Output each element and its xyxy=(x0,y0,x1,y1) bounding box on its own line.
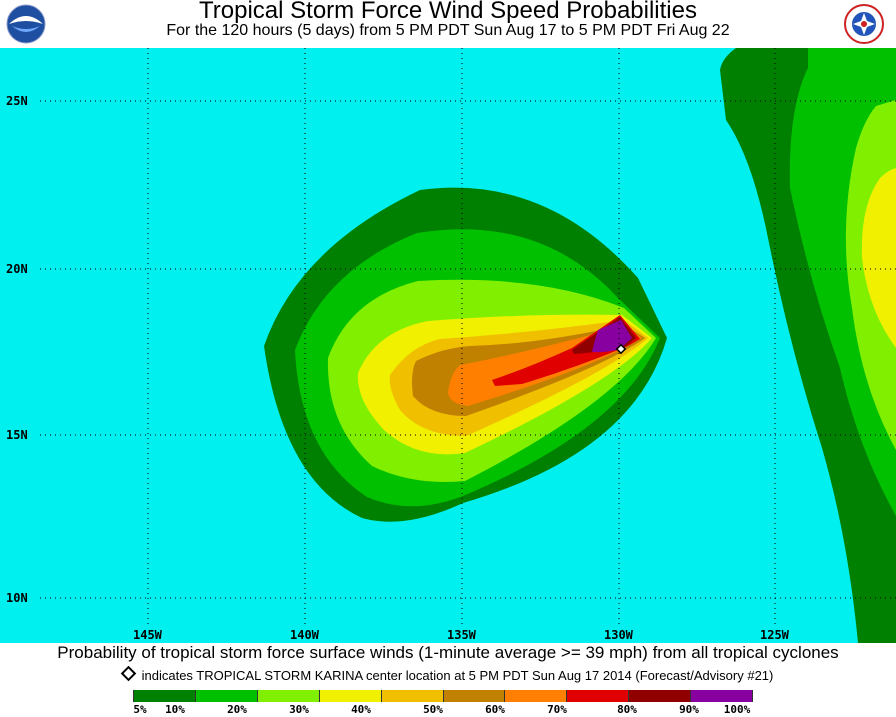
probability-legend xyxy=(133,690,754,702)
probability-map: 25N 20N 15N 10N 145W 140W 135W 130W 125W xyxy=(0,48,896,643)
storm-probability-field xyxy=(264,187,667,522)
lat-label-10n: 10N xyxy=(6,591,28,605)
legend-label: 30% xyxy=(289,703,309,716)
lon-label-125w: 125W xyxy=(760,628,790,642)
diamond-icon xyxy=(120,665,136,682)
legend-label: 20% xyxy=(227,703,247,716)
legend-label: 60% xyxy=(485,703,505,716)
legend-swatch xyxy=(443,690,506,702)
noaa-logo: NOAA xyxy=(6,4,46,44)
lon-label-130w: 130W xyxy=(604,628,634,642)
legend-swatch xyxy=(133,690,196,702)
legend-label: 5% xyxy=(133,703,147,716)
legend-swatch xyxy=(567,690,630,702)
legend-label: 50% xyxy=(423,703,443,716)
page-subtitle: For the 120 hours (5 days) from 5 PM PDT… xyxy=(166,22,730,39)
legend-swatch xyxy=(691,690,754,702)
legend-swatch xyxy=(257,690,320,702)
eastern-system-field xyxy=(720,48,896,643)
lon-label-140w: 140W xyxy=(290,628,320,642)
storm-note: indicates TROPICAL STORM KARINA center l… xyxy=(0,665,896,683)
legend-swatch xyxy=(381,690,444,702)
legend-swatch xyxy=(505,690,568,702)
legend-label: 40% xyxy=(351,703,371,716)
lon-label-145w: 145W xyxy=(133,628,163,642)
map-caption: Probability of tropical storm force surf… xyxy=(57,643,839,662)
lat-label-25n: 25N xyxy=(6,94,28,108)
eastern-band-30pct xyxy=(861,168,896,348)
legend-swatch xyxy=(319,690,382,702)
legend-labels: 5% 10% 20% 30% 40% 50% 60% 70% 80% 90% 1… xyxy=(0,703,896,717)
header: NOAA Tropical Storm Force Wind Speed Pro… xyxy=(0,0,896,48)
legend-label: 100% xyxy=(723,703,751,716)
nws-logo xyxy=(844,4,884,44)
legend-label: 70% xyxy=(547,703,567,716)
legend-label: 80% xyxy=(617,703,637,716)
legend-swatch xyxy=(195,690,258,702)
svg-text:NOAA: NOAA xyxy=(17,22,34,28)
band-90pct-100pct xyxy=(592,320,632,353)
legend-label: 90% xyxy=(679,703,699,716)
footer: Probability of tropical storm force surf… xyxy=(0,643,896,716)
storm-center-diamond-icon xyxy=(615,343,627,355)
lat-label-15n: 15N xyxy=(6,428,28,442)
lat-label-20n: 20N xyxy=(6,262,28,276)
graticule xyxy=(40,48,896,628)
lon-label-135w: 135W xyxy=(447,628,477,642)
storm-note-text: indicates TROPICAL STORM KARINA center l… xyxy=(141,668,774,683)
legend-label: 10% xyxy=(165,703,185,716)
page-title: Tropical Storm Force Wind Speed Probabil… xyxy=(199,0,697,24)
legend-swatch xyxy=(629,690,692,702)
